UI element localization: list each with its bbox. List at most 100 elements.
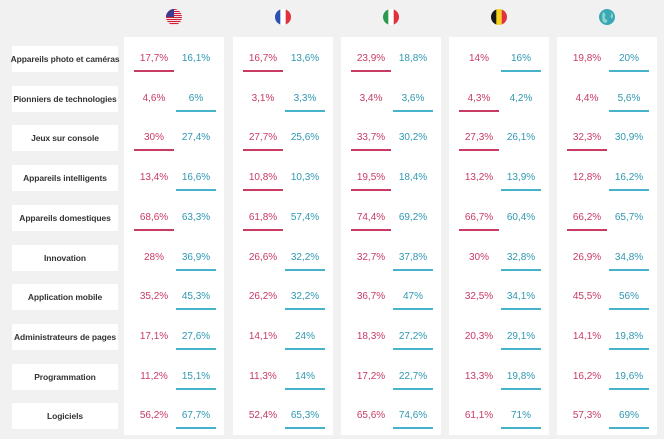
country-column: 23,9% 18,8% 3,4% 3,6% 33,7% 30,2% 19,5% 18,4% 74… (341, 37, 441, 435)
highlight-bar (609, 109, 649, 112)
table-cell: 13,2% (464, 172, 494, 184)
table-cell: 32,3% (572, 132, 602, 144)
highlight-bar (285, 347, 325, 350)
highlight-bar (609, 268, 649, 271)
table-cell: 66,2% (572, 211, 602, 223)
table-cell: 57,3% (572, 410, 602, 422)
table-cell: 19,8% (614, 330, 644, 342)
table-cell: 23,9% (356, 53, 386, 64)
table-cell: 4,2% (509, 92, 533, 104)
table-cell: 19,8% (506, 370, 536, 382)
table-cell: 33,7% (356, 132, 386, 144)
table-cell: 52,4% (248, 410, 278, 422)
table-cell: 65,6% (356, 410, 386, 422)
row-label: Logiciels (12, 403, 118, 430)
table-cell: 26,6% (248, 251, 278, 263)
table-cell: 74,4% (356, 211, 386, 223)
highlight-bar (134, 70, 174, 72)
table-cell: 35,2% (139, 291, 169, 303)
table-cell: 34,8% (614, 251, 644, 263)
table-cell: 32,2% (290, 251, 320, 263)
table-cell: 67,7% (181, 410, 211, 422)
table-cell: 14% (468, 53, 489, 64)
table-cell: 16,7% (248, 53, 278, 64)
table-cell: 45,3% (181, 291, 211, 303)
table-cell: 5,6% (617, 92, 641, 104)
table-cell: 27,2% (398, 330, 428, 342)
table-cell: 66,7% (464, 211, 494, 223)
highlight-bar (501, 308, 541, 311)
row-label: Appareils photo et caméras (11, 46, 120, 72)
table-cell: 11,2% (140, 370, 168, 382)
table-cell: 60,4% (506, 211, 536, 223)
table-cell: 16,2% (614, 172, 644, 184)
table-cell: 16,1% (181, 53, 211, 64)
highlight-bar (351, 149, 391, 152)
table-cell: 16,6% (181, 172, 211, 184)
highlight-bar (243, 228, 283, 231)
table-cell: 36,7% (356, 291, 386, 303)
row-label: Innovation (12, 244, 118, 271)
table-cell: 18,3% (356, 330, 386, 342)
table-cell: 69,2% (398, 211, 428, 223)
table-cell: 34,1% (506, 291, 536, 303)
table-cell: 27,3% (464, 132, 494, 144)
table-cell: 19,5% (356, 172, 386, 184)
table-cell: 20,3% (464, 330, 494, 342)
highlight-bar (243, 189, 283, 192)
table-cell: 56% (618, 291, 639, 303)
table-cell: 3,4% (359, 92, 383, 104)
table-cell: 13,9% (506, 172, 536, 184)
table-cell: 32,8% (506, 251, 536, 263)
table-cell: 28% (143, 251, 164, 263)
highlight-bar (459, 149, 499, 152)
highlight-bar (501, 387, 541, 390)
table-cell: 14,1% (572, 330, 602, 342)
highlight-bar (285, 387, 325, 390)
table-cell: 29,1% (506, 330, 536, 342)
highlight-bar (393, 427, 433, 430)
highlight-bar (501, 347, 541, 350)
table-cell: 12,8% (572, 172, 602, 184)
highlight-bar (393, 109, 433, 112)
table-cell: 24% (294, 330, 315, 342)
table-cell: 30,9% (614, 132, 644, 144)
table-cell: 27,6% (181, 330, 211, 342)
table-cell: 13,4% (139, 172, 169, 184)
highlight-bar (285, 308, 325, 311)
highlight-bar (351, 189, 391, 192)
table-cell: 20% (618, 53, 639, 64)
highlight-bar (609, 189, 649, 192)
table-cell: 45,5% (572, 291, 602, 303)
row-label: Administrateurs de pages (12, 323, 118, 350)
highlight-bar (285, 268, 325, 271)
table-cell: 30% (143, 132, 164, 144)
italy-flag-icon (383, 9, 399, 25)
table-cell: 3,1% (251, 92, 275, 104)
table-cell: 11,3% (249, 370, 277, 382)
table-cell: 25,6% (290, 132, 320, 144)
table-cell: 27,4% (181, 132, 211, 144)
highlight-bar (459, 228, 499, 231)
highlight-bar (134, 149, 174, 152)
table-cell: 4,4% (575, 92, 599, 104)
row-label: Programmation (12, 363, 118, 390)
table-cell: 36,9% (181, 251, 211, 263)
highlight-bar (176, 427, 216, 430)
table-cell: 10,8% (248, 172, 278, 184)
highlight-bar (176, 308, 216, 311)
table-cell: 4,6% (142, 92, 166, 104)
highlight-bar (501, 268, 541, 271)
table-cell: 65,7% (614, 211, 644, 223)
table-cell: 74,6% (398, 410, 428, 422)
highlight-bar (176, 268, 216, 271)
highlight-bar (243, 149, 283, 152)
table-cell: 71% (510, 410, 531, 422)
table-cell: 16% (510, 53, 531, 64)
highlight-bar (285, 427, 325, 430)
france-flag-icon (275, 9, 291, 25)
table-cell: 10,3% (290, 172, 320, 184)
highlight-bar (393, 268, 433, 271)
table-cell: 17,2% (356, 370, 386, 382)
highlight-bar (176, 387, 216, 390)
